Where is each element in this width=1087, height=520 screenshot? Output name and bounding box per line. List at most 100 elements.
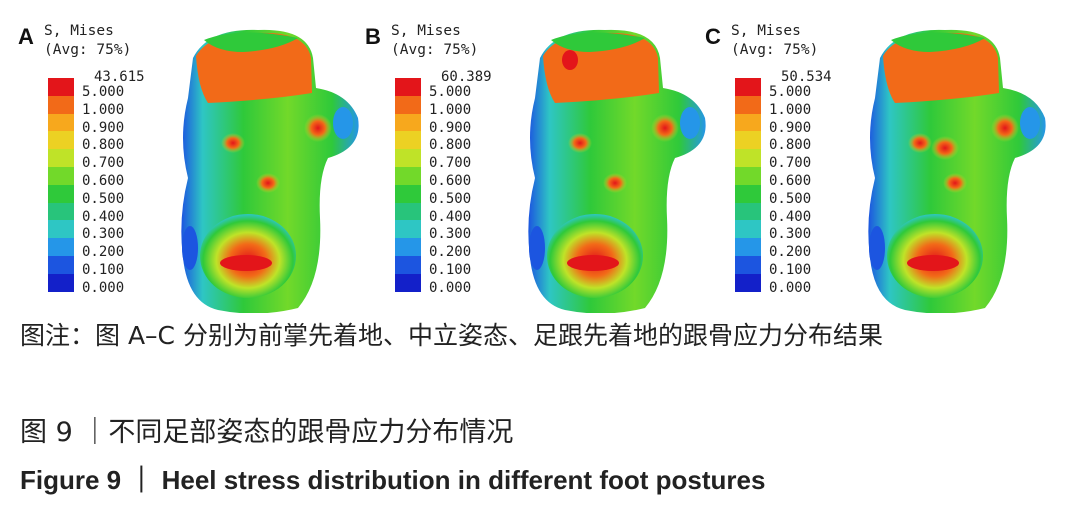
legend-labels: 5.000 1.000 0.900 0.800 0.700 0.600 0.500 0.400…: [769, 84, 811, 298]
figure-panel-b: B S, Mises (Avg: 75%) 60.389 5.000 1.000 0…: [365, 18, 705, 308]
legend-swatch: [735, 273, 761, 292]
legend-swatch: [48, 202, 74, 221]
legend-swatch: [395, 149, 421, 167]
figure-panel-c: C S, Mises (Avg: 75%) 50.534 5.000 1.000 0…: [705, 18, 1045, 308]
figure-note: 图注：图 A–C 分别为前掌先着地、中立姿态、足跟先着地的跟骨应力分布结果: [20, 321, 883, 350]
legend-max-value: 50.534: [781, 69, 832, 85]
legend-level-label: 0.400: [769, 208, 812, 225]
legend-swatch: [395, 255, 421, 274]
legend-swatch: [48, 113, 74, 132]
legend-swatch: [48, 273, 74, 292]
legend-title: S, Mises (Avg: 75%): [44, 22, 131, 60]
legend-level-label: 0.000: [769, 279, 812, 296]
legend-title: S, Mises (Avg: 75%): [391, 22, 478, 60]
legend-level-label: 1.000: [429, 101, 472, 118]
color-legend: [395, 78, 421, 292]
legend-level-label: 0.900: [82, 119, 125, 136]
legend-level-label: 0.300: [82, 226, 125, 243]
legend-swatch: [735, 202, 761, 221]
legend-swatch: [48, 95, 74, 114]
legend-swatch: [48, 78, 74, 96]
legend-level-label: 1.000: [769, 101, 812, 118]
legend-max-value: 60.389: [441, 69, 492, 85]
legend-level-label: 0.700: [82, 155, 125, 172]
legend-level-label: 0.300: [769, 226, 812, 243]
legend-swatch: [395, 166, 421, 185]
legend-swatch: [395, 113, 421, 132]
legend-swatch: [48, 131, 74, 150]
legend-level-label: 0.800: [429, 137, 472, 154]
legend-swatch: [735, 238, 761, 256]
legend-swatch: [735, 255, 761, 274]
legend-level-label: 0.200: [769, 244, 812, 261]
calcaneus-stress-map: [835, 18, 1050, 313]
legend-swatch: [735, 149, 761, 167]
legend-title-line1: S, Mises: [44, 23, 114, 39]
legend-swatch: [395, 202, 421, 221]
legend-title-line2: (Avg: 75%): [391, 42, 479, 58]
legend-labels: 5.000 1.000 0.900 0.800 0.700 0.600 0.500 0.400…: [429, 84, 471, 298]
legend-level-label: 0.700: [769, 155, 812, 172]
calcaneus-stress-map: [495, 18, 710, 313]
legend-swatch: [395, 238, 421, 256]
legend-level-label: 0.400: [429, 208, 472, 225]
legend-level-label: 0.400: [82, 208, 125, 225]
legend-level-label: 0.600: [429, 172, 472, 189]
legend-swatch: [395, 78, 421, 96]
legend-swatch: [48, 255, 74, 274]
figure-panel-a: A S, Mises (Avg: 75%) 43.615 5.000 1.000 0…: [18, 18, 358, 308]
legend-swatch: [395, 220, 421, 239]
legend-swatch: [48, 149, 74, 167]
legend-level-label: 0.200: [429, 244, 472, 261]
legend-level-label: 0.700: [429, 155, 472, 172]
legend-max-value: 43.615: [94, 69, 145, 85]
figure-caption-chinese: 图 9 ｜不同足部姿态的跟骨应力分布情况: [20, 417, 514, 448]
legend-title-line1: S, Mises: [391, 23, 461, 39]
legend-level-label: 0.600: [769, 172, 812, 189]
legend-level-label: 0.500: [769, 190, 812, 207]
legend-title-line2: (Avg: 75%): [731, 42, 819, 58]
panel-label: C: [705, 24, 721, 49]
calcaneus-stress-map: [148, 18, 363, 313]
legend-swatch: [735, 113, 761, 132]
legend-level-label: 0.900: [429, 119, 472, 136]
legend-level-label: 0.000: [429, 279, 472, 296]
legend-level-label: 5.000: [769, 84, 812, 100]
legend-swatch: [735, 95, 761, 114]
legend-level-label: 1.000: [82, 101, 125, 118]
legend-level-label: 0.100: [82, 261, 125, 278]
legend-swatch: [48, 220, 74, 239]
legend-swatch: [48, 184, 74, 203]
legend-level-label: 0.600: [82, 172, 125, 189]
legend-swatch: [735, 78, 761, 96]
legend-level-label: 0.200: [82, 244, 125, 261]
legend-level-label: 0.000: [82, 279, 125, 296]
legend-swatch: [735, 220, 761, 239]
legend-labels: 5.000 1.000 0.900 0.800 0.700 0.600 0.500 0.400…: [82, 84, 124, 298]
legend-swatch: [395, 131, 421, 150]
legend-level-label: 0.800: [769, 137, 812, 154]
legend-title-line1: S, Mises: [731, 23, 801, 39]
color-legend: [735, 78, 761, 292]
panel-label: A: [18, 24, 34, 49]
color-legend: [48, 78, 74, 292]
legend-level-label: 0.300: [429, 226, 472, 243]
legend-level-label: 0.100: [429, 261, 472, 278]
legend-swatch: [48, 166, 74, 185]
legend-level-label: 5.000: [82, 84, 125, 100]
panel-label: B: [365, 24, 381, 49]
legend-level-label: 0.900: [769, 119, 812, 136]
legend-level-label: 0.800: [82, 137, 125, 154]
legend-swatch: [735, 166, 761, 185]
legend-swatch: [395, 273, 421, 292]
legend-title: S, Mises (Avg: 75%): [731, 22, 818, 60]
legend-swatch: [48, 238, 74, 256]
legend-swatch: [735, 131, 761, 150]
legend-level-label: 5.000: [429, 84, 472, 100]
legend-swatch: [395, 95, 421, 114]
figure-caption-english: Figure 9 ｜ Heel stress distribution in d…: [20, 465, 766, 495]
legend-swatch: [395, 184, 421, 203]
legend-level-label: 0.500: [429, 190, 472, 207]
legend-title-line2: (Avg: 75%): [44, 42, 132, 58]
legend-swatch: [735, 184, 761, 203]
